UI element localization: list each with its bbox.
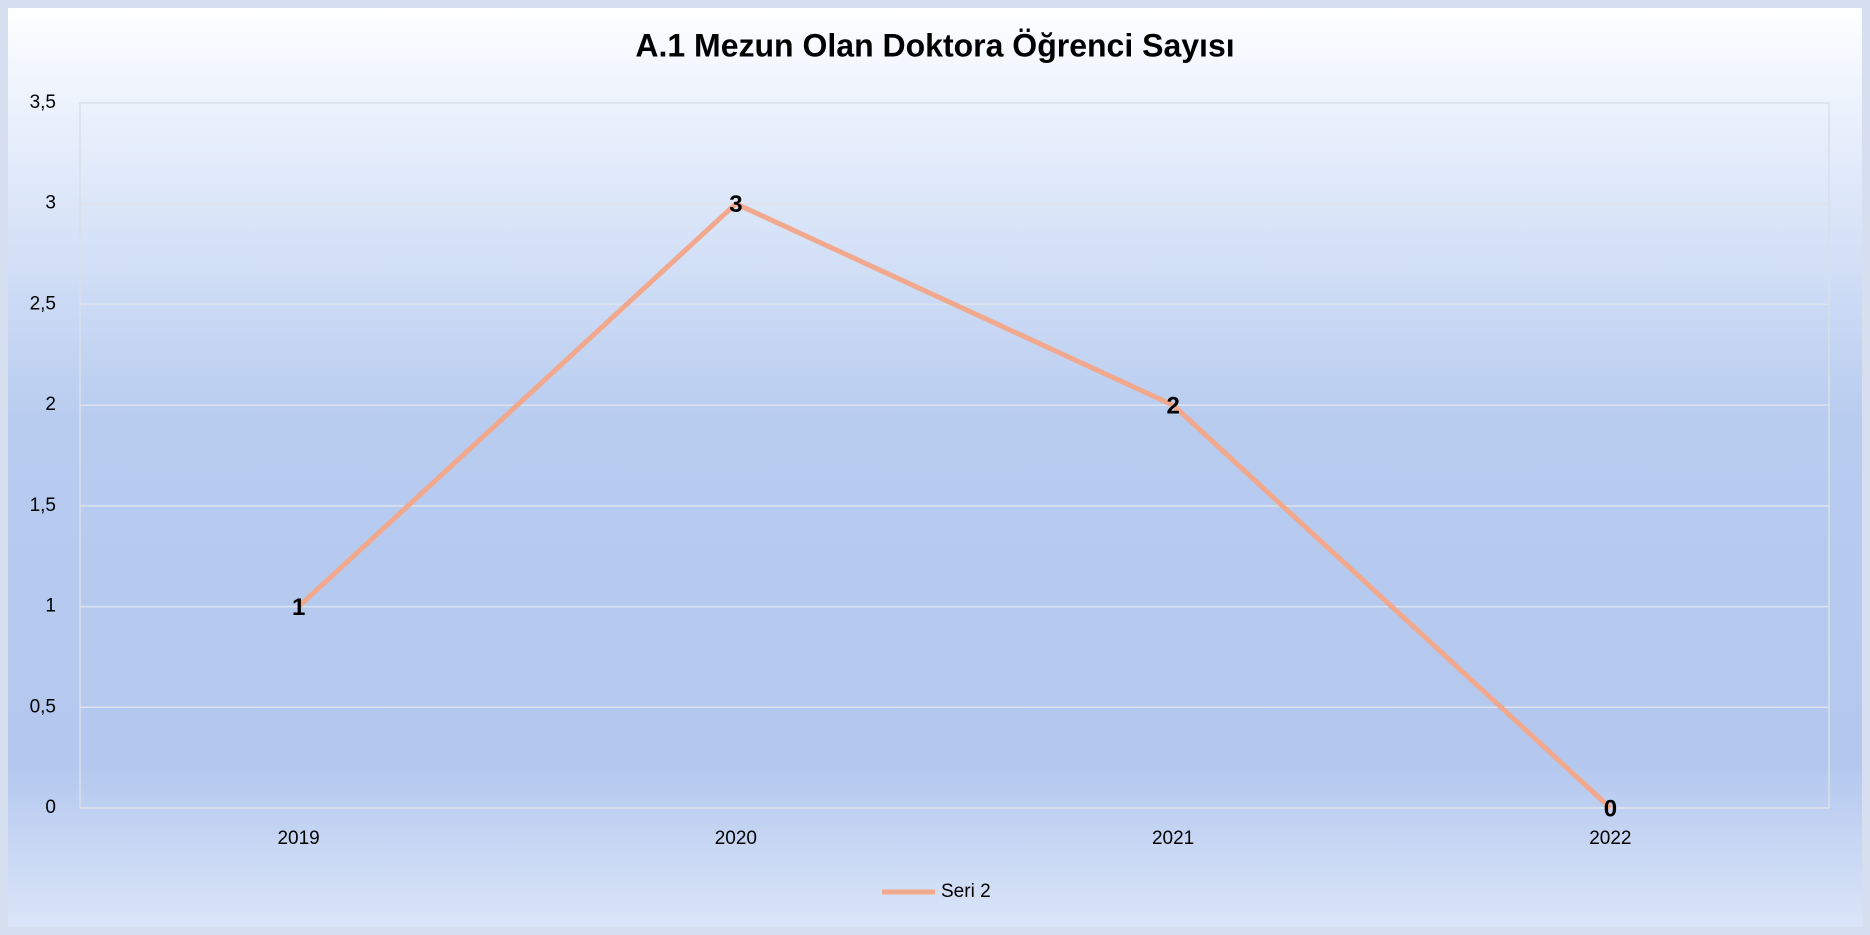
y-tick-label: 0 <box>45 797 56 818</box>
legend-label: Seri 2 <box>941 881 991 902</box>
y-tick-label: 1,5 <box>30 495 56 516</box>
data-label: 0 <box>1604 795 1617 822</box>
chart-title: A.1 Mezun Olan Doktora Öğrenci Sayısı <box>635 27 1234 63</box>
y-tick-label: 1 <box>45 596 56 617</box>
x-tick-label: 2022 <box>1589 828 1631 849</box>
y-tick-label: 2,5 <box>30 293 56 314</box>
y-tick-label: 3 <box>45 193 56 214</box>
y-tick-label: 2 <box>45 394 56 415</box>
data-label: 3 <box>729 191 742 218</box>
line-series <box>296 201 1613 810</box>
x-tick-label: 2020 <box>715 828 757 849</box>
y-tick-label: 3,5 <box>30 92 56 113</box>
data-label: 1 <box>292 594 305 621</box>
x-tick-label: 2019 <box>277 828 319 849</box>
data-label: 2 <box>1166 392 1179 419</box>
x-tick-label: 2021 <box>1152 828 1194 849</box>
y-tick-label: 0,5 <box>30 696 56 717</box>
